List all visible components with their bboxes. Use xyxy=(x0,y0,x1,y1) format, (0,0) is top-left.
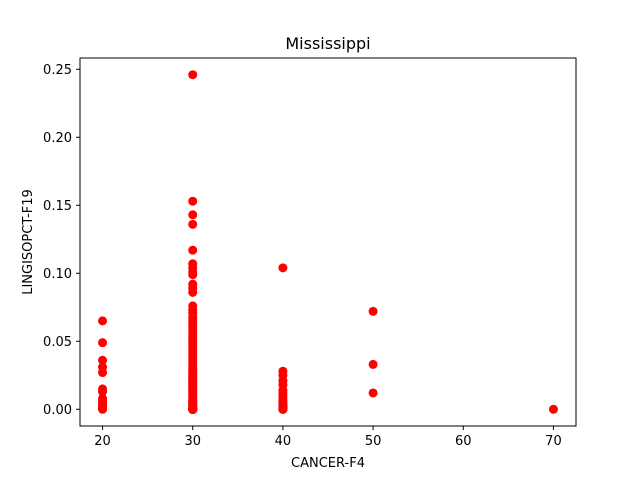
data-point xyxy=(188,245,198,255)
data-point xyxy=(98,387,108,397)
data-point xyxy=(98,368,108,378)
x-tick-label: 40 xyxy=(275,434,292,449)
data-point xyxy=(368,306,378,316)
data-point xyxy=(188,196,198,206)
y-axis-ticks: 0.00 0.05 0.10 0.15 0.20 0.25 xyxy=(43,63,80,418)
data-point xyxy=(278,263,288,273)
data-point xyxy=(188,287,198,297)
y-tick-label: 0.10 xyxy=(43,267,72,282)
data-points xyxy=(98,70,558,414)
data-point xyxy=(368,388,378,398)
x-axis-label: CANCER-F4 xyxy=(291,456,365,471)
plot-area-frame xyxy=(79,57,577,427)
y-tick-label: 0.20 xyxy=(43,131,72,146)
data-point xyxy=(188,70,198,80)
data-point xyxy=(98,316,108,326)
x-tick-label: 70 xyxy=(545,434,562,449)
data-point xyxy=(188,210,198,220)
data-point xyxy=(98,404,108,414)
y-tick-label: 0.25 xyxy=(43,63,72,78)
data-point xyxy=(98,355,108,365)
x-tick-label: 20 xyxy=(94,434,111,449)
y-tick-label: 0.15 xyxy=(43,199,72,214)
x-tick-label: 60 xyxy=(455,434,472,449)
x-axis-ticks: 20 30 40 50 60 70 xyxy=(94,426,562,449)
data-point xyxy=(548,404,558,414)
y-tick-label: 0.00 xyxy=(43,403,72,418)
x-tick-label: 30 xyxy=(184,434,201,449)
data-point xyxy=(368,359,378,369)
data-point xyxy=(188,270,198,280)
data-point xyxy=(278,404,288,414)
data-point xyxy=(98,338,108,348)
x-tick-label: 50 xyxy=(365,434,382,449)
chart-title: Mississippi xyxy=(285,34,370,53)
data-point xyxy=(188,219,198,229)
data-point xyxy=(188,404,198,414)
y-tick-label: 0.05 xyxy=(43,335,72,350)
y-axis-label: LINGISOPCT-F19 xyxy=(21,189,36,295)
